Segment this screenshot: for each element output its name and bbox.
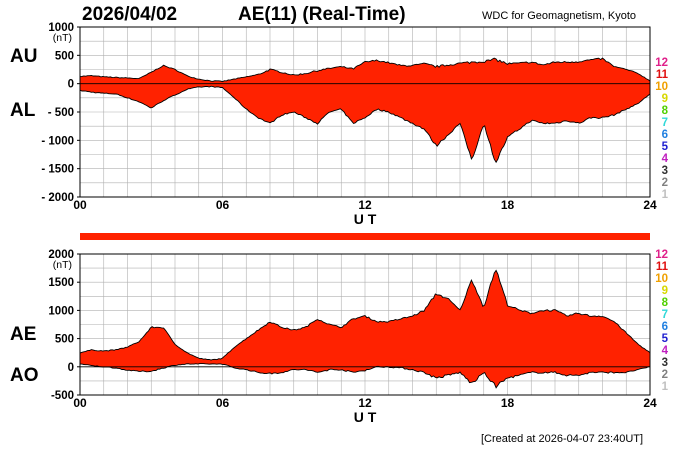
- chart-title: AE(11) (Real-Time): [238, 4, 406, 25]
- x-axis-label: U T: [354, 211, 377, 227]
- y-tick-label: - 500: [48, 107, 74, 119]
- x-tick-label: 06: [216, 396, 230, 410]
- station-count-label: 12: [655, 57, 668, 69]
- x-axis-label: U T: [354, 409, 377, 425]
- station-count-label: 12: [655, 249, 668, 261]
- series-label-au: AU: [10, 46, 37, 67]
- series-label-ao: AO: [10, 365, 39, 386]
- station-count-label: 7: [662, 117, 668, 129]
- station-count-label: 7: [662, 309, 668, 321]
- station-count-label: 6: [662, 321, 668, 333]
- x-tick-label: 12: [358, 198, 372, 212]
- station-count-label: 2: [662, 177, 668, 189]
- series-line-ao: [80, 363, 651, 389]
- y-tick-label: 500: [55, 334, 74, 346]
- y-tick-label: 1000: [48, 305, 74, 317]
- x-tick-label: 18: [501, 396, 515, 410]
- x-tick-label: 24: [643, 396, 657, 410]
- station-count-label: 1: [662, 381, 669, 393]
- x-tick-label: 00: [73, 396, 87, 410]
- y-tick-label: 1000: [48, 22, 74, 34]
- station-count-label: 2: [662, 369, 668, 381]
- chart-date: 2026/04/02: [82, 4, 178, 25]
- station-count-label: 4: [662, 153, 669, 165]
- station-count-label: 8: [662, 105, 669, 117]
- series-line-au: [79, 57, 651, 83]
- x-tick-label: 12: [358, 396, 372, 410]
- y-tick-label: - 1500: [41, 164, 74, 176]
- unit-label: (nT): [53, 32, 72, 44]
- y-tick-label: 0: [68, 79, 74, 91]
- y-tick-label: -500: [51, 390, 74, 402]
- station-count-label: 6: [662, 129, 668, 141]
- station-coverage-bar: [80, 233, 650, 240]
- station-count-label: 9: [662, 285, 668, 297]
- station-count-label: 9: [662, 93, 668, 105]
- series-line-al: [79, 85, 651, 164]
- station-count-label: 5: [662, 141, 669, 153]
- series-line-ae: [79, 269, 651, 361]
- station-count-label: 11: [656, 261, 669, 273]
- station-count-label: 8: [662, 297, 669, 309]
- y-tick-label: 2000: [48, 249, 74, 261]
- plot-frame: [79, 253, 651, 396]
- y-tick-label: - 1000: [41, 135, 74, 147]
- created-timestamp: [Created at 2026-04-07 23:40UT]: [481, 433, 644, 445]
- station-count-label: 10: [655, 81, 668, 93]
- x-tick-label: 24: [643, 198, 657, 212]
- station-count-label: 3: [662, 165, 668, 177]
- station-count-label: 1: [662, 189, 669, 201]
- series-label-ae: AE: [10, 324, 36, 345]
- y-tick-label: 1500: [48, 277, 74, 289]
- y-tick-label: - 2000: [41, 192, 74, 204]
- station-count-label: 5: [662, 333, 669, 345]
- series-area-0: [80, 58, 650, 163]
- x-tick-label: 06: [216, 198, 230, 212]
- station-count-label: 11: [656, 69, 669, 81]
- data-source: WDC for Geomagnetism, Kyoto: [482, 10, 637, 22]
- series-label-al: AL: [10, 100, 36, 121]
- station-count-label: 3: [662, 357, 668, 369]
- station-count-label: 4: [662, 345, 669, 357]
- x-tick-label: 18: [501, 198, 515, 212]
- y-tick-label: 500: [55, 50, 74, 62]
- y-tick-label: 0: [68, 362, 74, 374]
- unit-label: (nT): [53, 259, 72, 271]
- x-tick-label: 00: [73, 198, 87, 212]
- station-count-label: 10: [655, 273, 668, 285]
